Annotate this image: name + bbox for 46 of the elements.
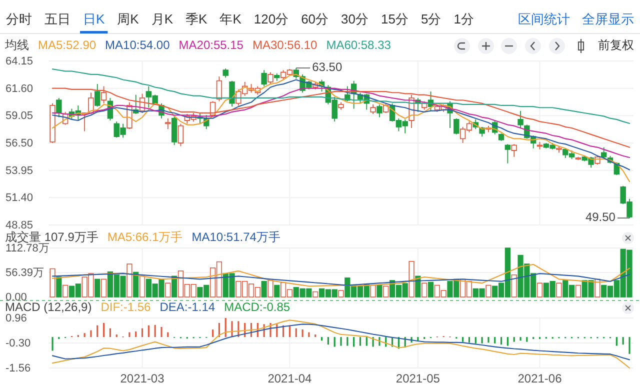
- y-tick-label: 112.78万: [6, 242, 50, 255]
- legend-title: 均线: [4, 38, 29, 52]
- chart-title: 成交量 107.9万手: [5, 230, 98, 244]
- text: 全屏显示: [582, 11, 634, 26]
- y-tick-label: 61.60: [6, 82, 34, 95]
- x-tick-label: 2021-04: [268, 372, 312, 386]
- text: DIF:-1.56: [100, 300, 152, 314]
- x-tick-label: 2021-06: [518, 372, 562, 386]
- y-tick-label: -0.30: [6, 338, 31, 350]
- text: 区间统计: [518, 11, 570, 26]
- text: 五日: [44, 11, 70, 26]
- y-tick-label: 64.15: [6, 56, 34, 68]
- text: 日K: [83, 11, 105, 26]
- text: 15分: [381, 11, 408, 26]
- text: MA5:52.90: [38, 38, 96, 52]
- y-tick-label: 56.39万: [6, 267, 44, 280]
- text: MA60:58.33: [326, 38, 392, 52]
- series-label: MACD:-0.85: [224, 300, 290, 314]
- text: MA10:54.00: [105, 38, 170, 52]
- text: 1分: [454, 11, 474, 26]
- annotation: 63.50: [312, 60, 342, 74]
- text: 60分: [301, 11, 329, 26]
- annotation: 49.50: [585, 210, 616, 224]
- y-tick-label: -1.56: [6, 362, 31, 375]
- y-tick-label: 59.05: [6, 110, 34, 122]
- y-tick-label: 53.95: [6, 164, 34, 177]
- text: MA30:56.10: [252, 38, 318, 52]
- text: 季K: [186, 11, 208, 26]
- text: DEA:-1.14: [160, 300, 216, 314]
- text: MA20:55.15: [178, 38, 244, 52]
- text: MA10:51.74万手: [192, 230, 280, 244]
- text: 5分: [420, 11, 442, 26]
- text: 分时: [6, 11, 32, 26]
- y-tick-label: 56.50: [6, 138, 34, 150]
- text: 周K: [117, 11, 140, 26]
- text: 120分: [254, 11, 289, 26]
- y-tick-label: 48.85: [6, 220, 34, 232]
- text: MA5:66.1万手: [107, 230, 183, 244]
- text: 前复权: [598, 38, 634, 52]
- text: 年K: [220, 11, 242, 26]
- x-tick-label: 2021-03: [120, 372, 165, 386]
- text: 30分: [341, 11, 368, 26]
- text: 月K: [151, 11, 174, 26]
- y-tick-label: 0.96: [6, 312, 27, 325]
- y-tick-label: 51.40: [6, 192, 34, 204]
- x-tick-label: 2021-05: [396, 372, 440, 386]
